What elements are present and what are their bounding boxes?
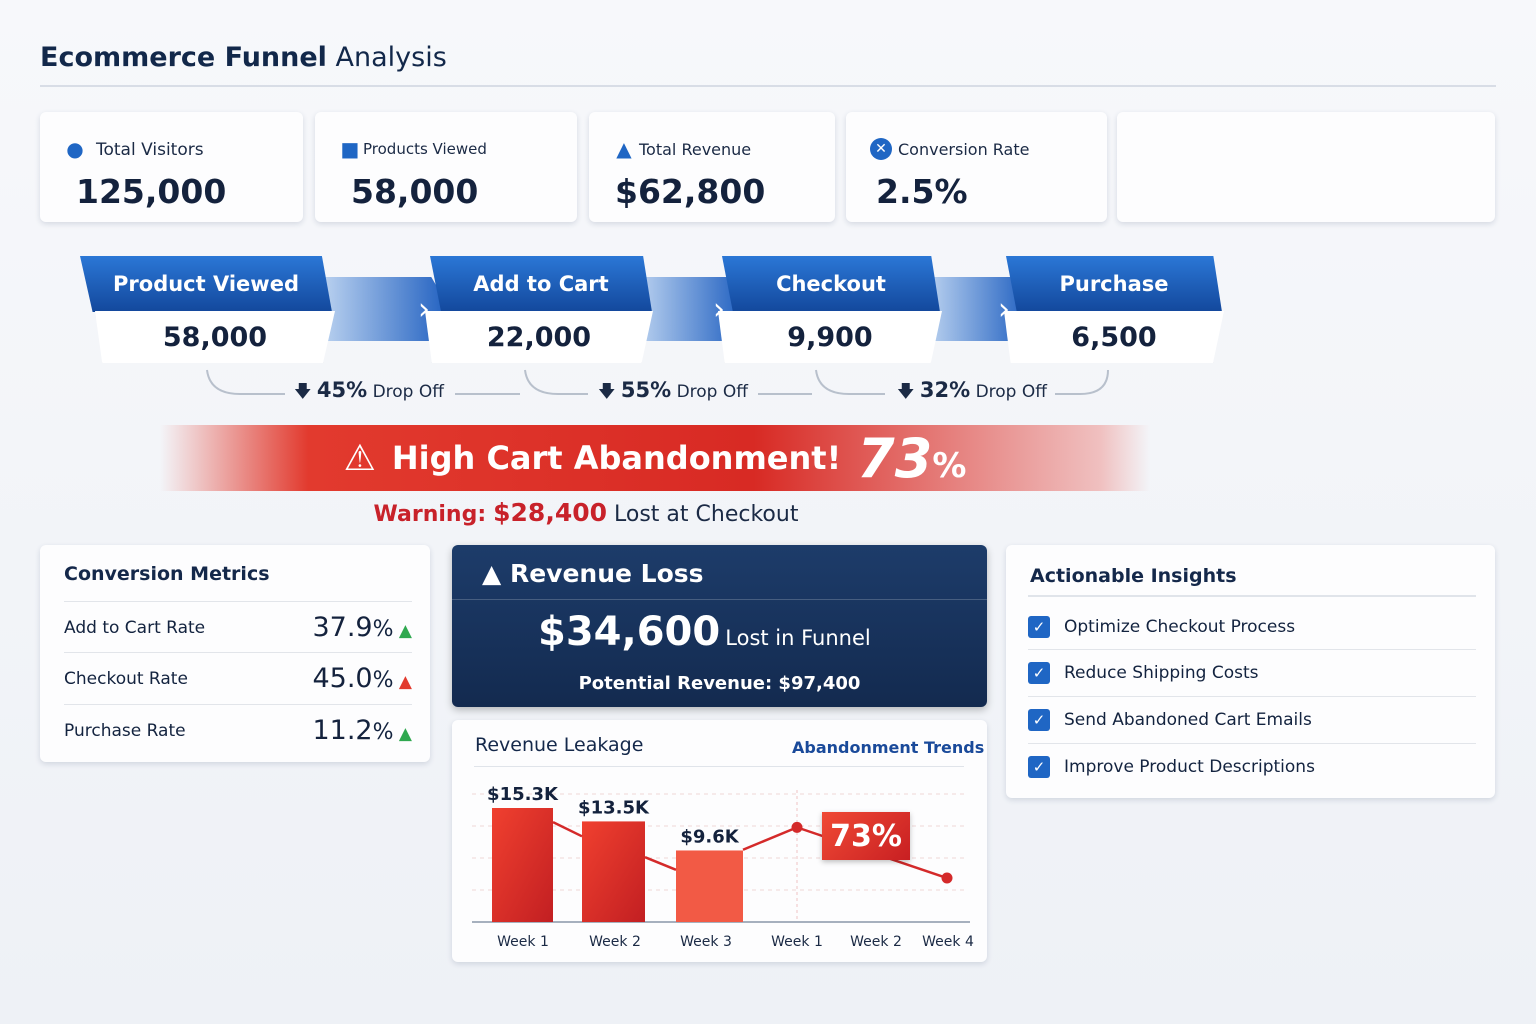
alert-text: High Cart Abandonment! — [391, 439, 842, 477]
kpi-card-conversion: ✕ Conversion Rate 2.5% — [846, 112, 1107, 222]
checkbox-checked-icon: ✓ — [1028, 615, 1050, 638]
section-title: Actionable Insights — [1030, 565, 1237, 587]
bar-label: $9.6K — [680, 826, 739, 847]
section-title: Conversion Metrics — [64, 563, 270, 585]
kpi-card-products: ■ Products Viewed 58,000 — [315, 112, 577, 222]
checkbox-checked-icon: ✓ — [1028, 709, 1050, 731]
funnel-value: 6,500 — [1004, 311, 1224, 363]
insight-item[interactable]: ✓ Improve Product Descriptions — [1028, 743, 1476, 790]
arrow-down-icon: 🡇 — [598, 382, 616, 402]
kpi-label: Products Viewed — [363, 140, 487, 158]
insight-item[interactable]: ✓ Reduce Shipping Costs — [1028, 649, 1476, 696]
funnel-value: 9,900 — [718, 311, 942, 363]
bar — [676, 850, 743, 922]
alert-pct: 73% — [857, 426, 967, 490]
kpi-label: Total Revenue — [639, 140, 752, 159]
funnel-value: 22,000 — [425, 311, 653, 363]
trend-up-icon: ▲ — [398, 724, 412, 744]
revenue-loss-title: ▲ Revenue Loss — [482, 559, 704, 588]
money-bag-icon: ▲ — [616, 137, 632, 161]
warning-text: Warning: $28,400 Lost at Checkout — [373, 498, 799, 527]
bar-label: $15.3K — [487, 784, 559, 805]
page-title: Ecommerce Funnel Analysis — [40, 42, 447, 73]
kpi-card-visitors: ● Total Visitors 125,000 — [40, 112, 303, 222]
trend-line — [742, 826, 798, 851]
x-tick-label: Week 3 — [680, 934, 732, 950]
funnel-stage-purchase: Purchase — [1006, 256, 1222, 312]
trend-line — [552, 821, 583, 838]
funnel-stage-checkout: Checkout — [722, 256, 940, 312]
divider — [40, 85, 1496, 87]
metric-row: Purchase Rate 11.2% ▲ — [64, 704, 412, 756]
revenue-loss-card: ▲ Revenue Loss $34,600 Lost in Funnel Po… — [452, 545, 987, 707]
insight-item[interactable]: ✓ Send Abandoned Cart Emails — [1028, 696, 1476, 743]
funnel-stage-add-to-cart: Add to Cart — [430, 256, 652, 312]
abandonment-trends-link[interactable]: Abandonment Trends — [792, 738, 985, 757]
chart-title: Revenue Leakage — [475, 734, 644, 756]
dropoff-2: 🡇 55% Drop Off — [598, 378, 748, 402]
abandonment-badge: 73% — [822, 812, 910, 860]
kpi-card-empty — [1117, 112, 1495, 222]
kpi-value: 2.5% — [876, 172, 968, 211]
insight-item[interactable]: ✓ Optimize Checkout Process — [1028, 603, 1476, 650]
user-icon: ● — [66, 137, 84, 161]
trend-point — [941, 872, 953, 884]
bar-label: $13.5K — [578, 797, 650, 818]
alert-banner: ⚠ High Cart Abandonment! 73% — [160, 425, 1150, 491]
trend-point — [791, 821, 803, 833]
dropoff-connectors — [206, 369, 1109, 395]
arrow-down-icon: 🡇 — [897, 382, 915, 402]
metric-row: Add to Cart Rate 37.9% ▲ — [64, 601, 412, 653]
x-tick-label: Week 4 — [922, 934, 974, 950]
insights-card: Actionable Insights ✓ Optimize Checkout P… — [1006, 545, 1495, 798]
metric-row: Checkout Rate 45.0% ▲ — [64, 652, 412, 704]
checkbox-checked-icon: ✓ — [1028, 756, 1050, 778]
kpi-value: $62,800 — [615, 172, 766, 211]
arrow-down-icon: 🡇 — [294, 382, 312, 402]
bar — [492, 808, 553, 922]
conversion-metrics-card: Conversion Metrics Add to Cart Rate 37.9%… — [40, 545, 430, 762]
kpi-card-revenue: ▲ Total Revenue $62,800 — [589, 112, 835, 222]
funnel-value: 58,000 — [95, 311, 335, 363]
x-tick-label: Week 1 — [497, 934, 549, 950]
leakage-chart: $15.3K $13.5K $9.6K Week 1 Week 2 Week 3 Week … — [472, 784, 974, 950]
x-tick-label: Week 2 — [589, 934, 641, 950]
potential-revenue: Potential Revenue: $97,400 — [578, 673, 861, 694]
warning-icon: ⚠ — [343, 437, 376, 479]
dropoff-3: 🡇 32% Drop Off — [897, 378, 1047, 402]
revenue-loss-amount: $34,600 Lost in Funnel — [538, 609, 871, 655]
dropoff-1: 🡇 45% Drop Off — [294, 378, 444, 402]
x-circle-icon: ✕ — [870, 138, 892, 160]
trend-line — [644, 856, 677, 872]
trend-up-icon: ▲ — [398, 621, 412, 641]
kpi-value: 58,000 — [351, 172, 479, 211]
x-tick-label: Week 1 — [771, 934, 823, 950]
kpi-value: 125,000 — [76, 172, 227, 211]
x-tick-label: Week 2 — [850, 934, 902, 950]
trend-up-icon: ▲ — [398, 672, 412, 692]
checkbox-checked-icon: ✓ — [1028, 662, 1050, 684]
bar — [582, 821, 645, 922]
kpi-label: Total Visitors — [96, 140, 204, 160]
box-icon: ■ — [340, 137, 360, 161]
money-bag-icon: ▲ — [482, 559, 502, 588]
funnel-stage-product-viewed: Product Viewed — [80, 256, 332, 312]
kpi-label: Conversion Rate — [898, 140, 1030, 159]
